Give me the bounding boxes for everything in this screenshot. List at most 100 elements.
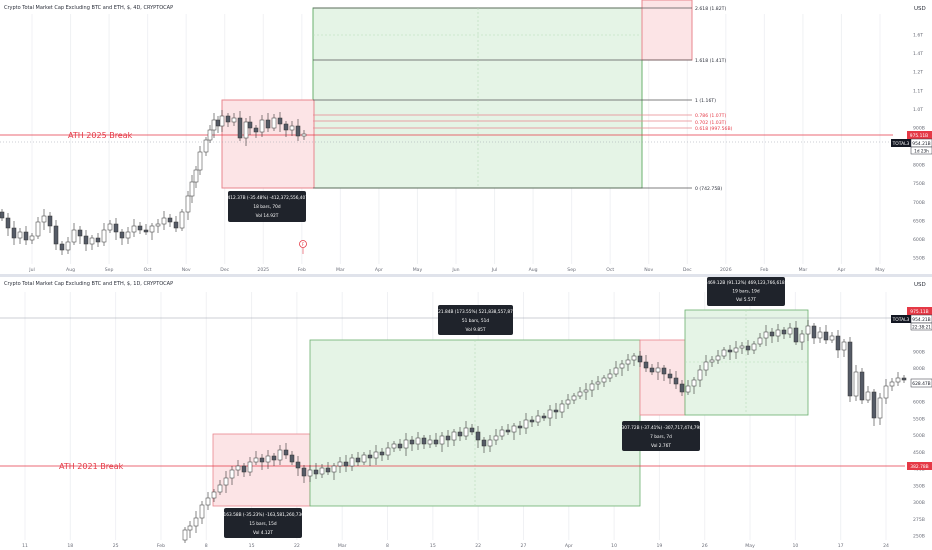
bottom-candle-body	[361, 454, 367, 463]
bottom-candle-body	[217, 484, 223, 493]
bottom-time-axis[interactable]: 11 18 25 Feb 8 15 22 Mar 8 15 22 27 Apr 10 19 26 May 10 17…	[22, 543, 889, 549]
bottom-candle-body	[182, 529, 188, 541]
bottom-price-tick: 275B	[913, 517, 925, 523]
top-candle-body	[193, 169, 199, 183]
top-time-tick: Feb	[760, 267, 768, 273]
top-time-tick: Apr	[375, 267, 383, 273]
bottom-candle-body	[343, 461, 349, 467]
tooltip-breakout-change: 469.12B (91.12%) 469,123,766,618	[707, 280, 785, 286]
fib-0-label: 0 (742.75B)	[695, 186, 722, 192]
breakout-measure-tooltip: 469.12B (91.12%) 469,123,766,618 19 bars…	[707, 277, 785, 306]
top-time-tick: 2025	[257, 267, 269, 273]
top-candle-body	[219, 115, 225, 127]
tooltip-pullback-volume: Vol 2.76T	[651, 443, 671, 449]
top-candle-body	[107, 223, 113, 231]
bottom-candle-body	[409, 439, 415, 445]
bottom-right-badge: 628.47B	[910, 378, 932, 388]
top-time-axis[interactable]: Jul Aug Sep Oct Nov Dec 2025 Feb Mar Apr May Jun Jul…	[28, 267, 885, 273]
bottom-candles-series	[182, 320, 907, 543]
bottom-candle-body	[715, 355, 721, 361]
top-candle-body	[237, 117, 243, 139]
bottom-price-tick: 900B	[913, 350, 925, 356]
bottom-candle-body	[529, 419, 535, 423]
bottom-time-tick: 19	[656, 543, 662, 549]
top-time-tick: Nov	[182, 267, 191, 273]
top-candle-body	[35, 221, 41, 237]
target-zone[interactable]	[641, 0, 693, 61]
pullback-red-zone[interactable]	[639, 339, 686, 416]
bottom-price-axis[interactable]: 900B800B700B600B550B500B450B400B350B300B…	[913, 350, 925, 540]
accumulation-red-zone[interactable]	[212, 433, 311, 507]
bottom-time-tick: 18	[67, 543, 73, 549]
event-marker-letter: F	[302, 242, 305, 247]
bottom-candle-body	[607, 373, 613, 379]
top-candle-body	[29, 235, 35, 241]
bottom-price-tick: 600B	[913, 400, 925, 406]
breakout-green-zone[interactable]	[684, 309, 809, 416]
bottom-candle-body	[679, 383, 685, 393]
tooltip-accum-volume: Vol 4.12T	[253, 530, 273, 536]
rally-green-zone[interactable]	[309, 339, 641, 507]
long-position-zone[interactable]	[312, 7, 643, 189]
top-candle-body	[265, 119, 271, 129]
bottom-price-tick: 350B	[913, 483, 925, 489]
top-candle-body	[53, 225, 59, 245]
bottom-time-tick: 8	[386, 543, 389, 549]
bottom-candle-body	[817, 331, 823, 339]
top-candle-body	[289, 125, 295, 131]
bottom-top-badge-text: 975.11B	[910, 309, 928, 315]
top-candle-body	[271, 117, 277, 129]
rally-measure-tooltip: 521.84B (173.55%) 521,838,557,879 51 bar…	[435, 305, 516, 335]
bottom-candle-body	[721, 349, 727, 357]
top-chart-panel[interactable]: Crypto Total Market Cap Excluding BTC an…	[0, 0, 932, 275]
bottom-candle-body	[613, 367, 619, 375]
bottom-chart-panel[interactable]: Crypto Total Market Cap Excluding BTC an…	[0, 277, 932, 549]
top-candle-body	[301, 133, 307, 137]
pullback-measure-tooltip: -307.72B (-37.41%) -307,717,474,798 7 ba…	[620, 421, 702, 451]
bottom-time-tick: 25	[113, 543, 119, 549]
top-candle-body	[47, 215, 53, 227]
top-price-axis[interactable]: 1.6T1.4T1.2T1.1T1.0T900B850B800B750B700B…	[913, 33, 925, 262]
bottom-candle-body	[511, 425, 517, 433]
bottom-countdown-badge-text: 22:38:21	[912, 325, 931, 330]
top-candle-body	[23, 231, 29, 241]
top-candle-body	[277, 117, 283, 125]
bottom-candle-body	[355, 457, 361, 463]
bottom-candle-body	[877, 397, 883, 419]
bottom-candle-body	[397, 443, 403, 449]
bottom-candle-body	[313, 469, 319, 475]
bottom-candle-body	[247, 461, 253, 473]
top-time-tick: Aug	[529, 267, 538, 273]
bottom-candle-body	[601, 377, 607, 383]
bottom-candle-body	[325, 467, 331, 473]
top-candle-body	[225, 115, 231, 123]
top-candle-body	[179, 211, 185, 229]
bottom-candle-body	[685, 385, 691, 393]
bottom-candle-body	[643, 361, 649, 369]
bottom-time-tick: 11	[22, 543, 28, 549]
bottom-candle-body	[235, 465, 241, 471]
top-candle-body	[65, 241, 71, 251]
top-candle-body	[161, 217, 167, 225]
top-time-tick: Jul	[491, 267, 498, 273]
panel-separator[interactable]	[0, 274, 932, 277]
bottom-candle-body	[439, 435, 445, 445]
bottom-candle-body	[373, 451, 379, 459]
bottom-candle-body	[331, 465, 337, 473]
bottom-candle-body	[649, 367, 655, 373]
bottom-candle-body	[853, 371, 859, 397]
fib-0786-label: 0.786 (1.07T)	[695, 113, 726, 119]
bottom-currency-label: USD	[914, 282, 926, 288]
top-price-tick: 1.6T	[913, 33, 923, 39]
bottom-candle-body	[259, 457, 265, 463]
top-candle-body	[0, 211, 5, 219]
fib-2618-label: 2.618 (1.82T)	[695, 6, 726, 12]
bottom-time-tick: 8	[205, 543, 208, 549]
tooltip-rally-bars: 51 bars, 51d	[462, 318, 489, 324]
bottom-candle-body	[895, 377, 901, 383]
event-marker-icon[interactable]: F	[299, 240, 307, 255]
bottom-candle-body	[781, 329, 787, 335]
bottom-candle-body	[787, 327, 793, 335]
bottom-price-tick: 450B	[913, 450, 925, 456]
top-candle-body	[253, 127, 259, 133]
